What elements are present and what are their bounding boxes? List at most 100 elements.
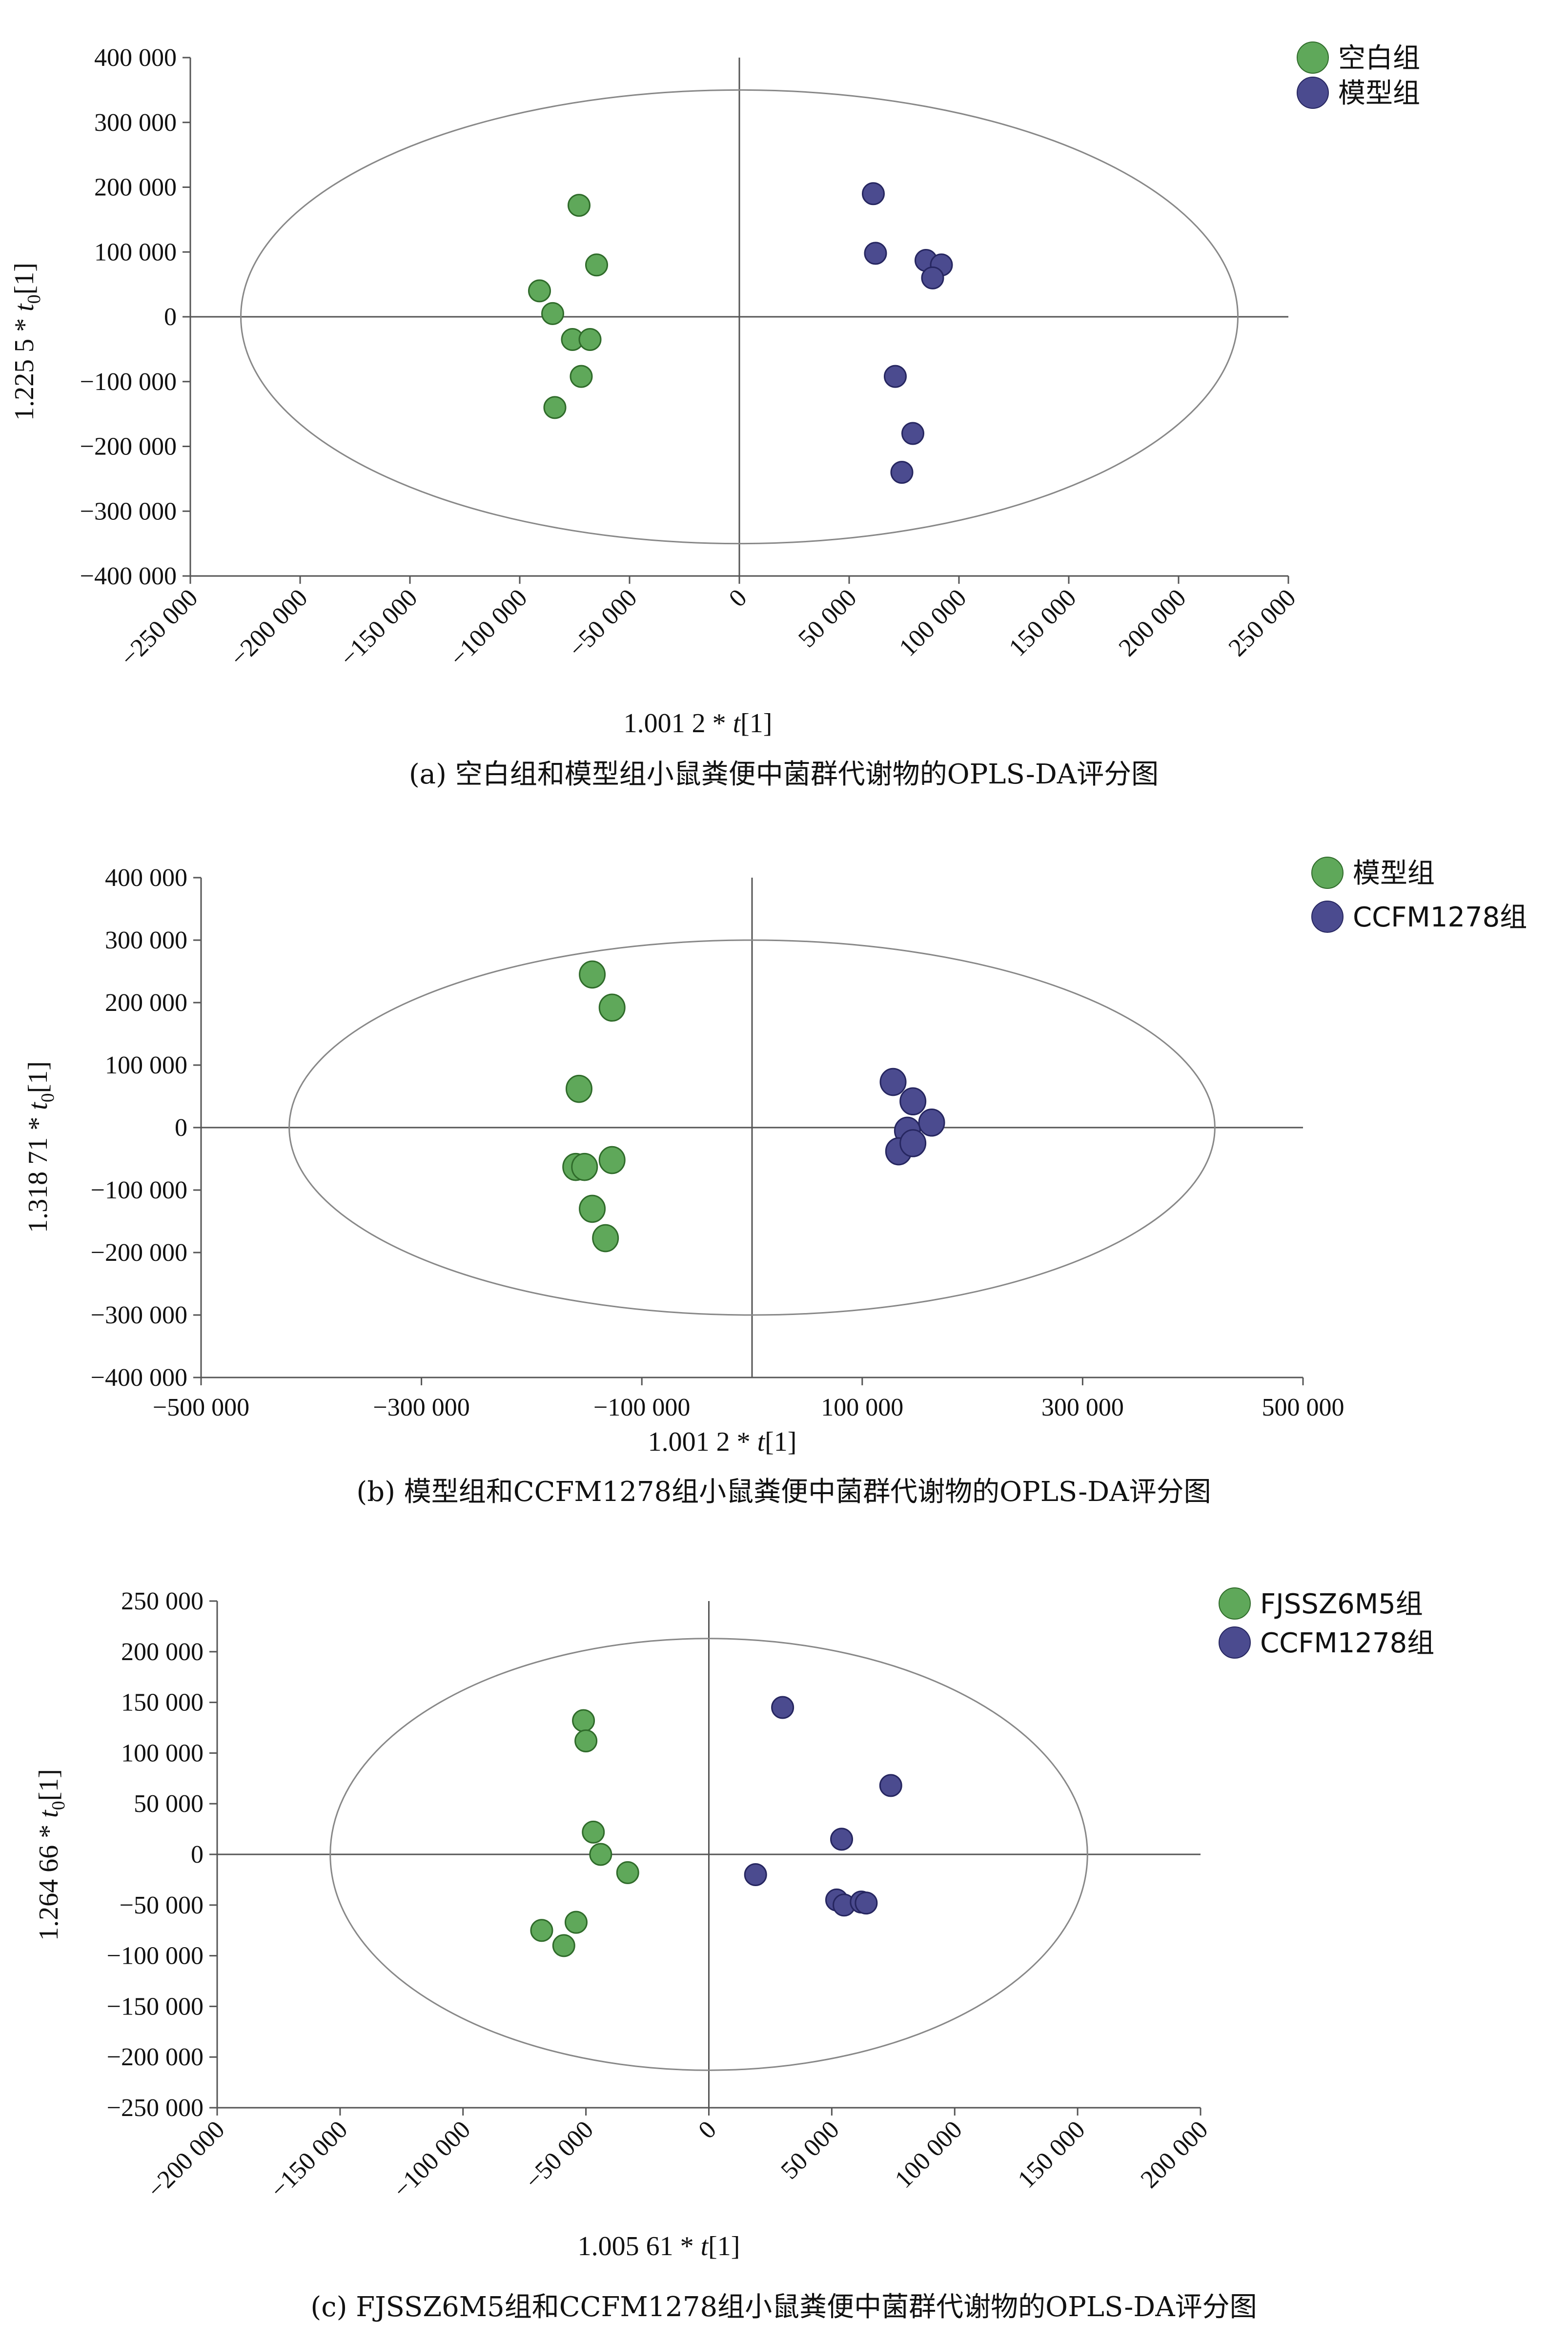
y-tick-label: −100 000 [107, 1942, 204, 1970]
x-tick-label: 200 000 [1136, 2116, 1214, 2194]
x-tick-label: −50 000 [520, 2116, 599, 2195]
data-point [585, 253, 608, 277]
x-tick-label: −300 000 [373, 1394, 469, 1421]
y-axis-label: 1.318 71 * t0[1] [23, 1061, 58, 1233]
y-tick-label: −200 000 [91, 1239, 187, 1267]
data-point [565, 1074, 592, 1103]
y-tick-label: 100 000 [105, 1051, 187, 1079]
data-point [570, 365, 593, 388]
x-tick-label: 0 [693, 2116, 722, 2144]
y-axis-label-var: t [9, 303, 40, 311]
x-tick-label: 200 000 [1114, 584, 1192, 662]
x-axis-label: 1.001 2 * t[1] [648, 1427, 797, 1457]
data-point [921, 266, 944, 289]
y-axis-label-suffix: [1] [9, 263, 40, 294]
x-tick-label: 150 000 [1013, 2116, 1091, 2194]
data-point [884, 365, 907, 388]
x-tick-label: −200 000 [225, 584, 313, 672]
data-point [864, 242, 887, 265]
data-point [899, 1087, 927, 1116]
data-point [541, 302, 564, 325]
y-tick-label: 150 000 [121, 1689, 204, 1717]
y-axis-label-var: t [34, 1809, 64, 1818]
x-tick-label: −100 000 [388, 2116, 476, 2204]
data-point [568, 194, 591, 217]
y-tick-label: 0 [175, 1114, 187, 1142]
chart-2: 400 000 300 000 200 000 100 000 0 −100 000 −20… [23, 857, 1527, 1508]
y-tick-label: −100 000 [80, 368, 177, 396]
data-point [528, 279, 551, 303]
data-point [899, 1129, 927, 1157]
x-axis-label: 1.001 2 * t[1] [624, 708, 773, 739]
y-tick-label: 0 [191, 1841, 204, 1869]
y-axis-label-sub: 0 [48, 1801, 69, 1810]
legend-marker [1219, 1587, 1251, 1620]
x-axis-label-suffix: [1] [708, 2231, 740, 2261]
data-point [574, 1729, 598, 1752]
x-tick-label: −200 000 [142, 2116, 230, 2204]
x-tick-label: 0 [724, 584, 753, 613]
y-tick-label: 200 000 [105, 989, 187, 1017]
figure-caption: (b) 模型组和CCFM1278组小鼠粪便中菌群代谢物的OPLS-DA评分图 [356, 1476, 1211, 1508]
legend-label: 模型组 [1353, 858, 1435, 889]
y-tick-label: −100 000 [91, 1176, 187, 1204]
x-tick-label: 50 000 [793, 584, 862, 653]
y-tick-label: −300 000 [80, 497, 177, 525]
x-tick-label: −100 000 [593, 1394, 690, 1421]
legend-marker [1311, 901, 1344, 933]
x-tick-label: 150 000 [1004, 584, 1082, 662]
data-point [862, 182, 885, 206]
y-tick-label: −200 000 [107, 2043, 204, 2071]
y-axis-label-suffix: [1] [34, 1769, 64, 1801]
data-point [582, 1820, 605, 1844]
y-tick-label: 0 [164, 303, 177, 331]
data-point [589, 1843, 612, 1866]
data-point [598, 1146, 626, 1174]
data-point [879, 1774, 902, 1797]
y-tick-label: 400 000 [105, 864, 187, 892]
x-tick-label: 100 000 [894, 584, 972, 662]
legend-label: 空白组 [1338, 42, 1420, 74]
y-tick-label: 300 000 [105, 926, 187, 954]
data-point [744, 1863, 767, 1887]
y-tick-label: 300 000 [94, 109, 177, 137]
data-point [616, 1861, 639, 1884]
y-tick-label: 50 000 [134, 1790, 204, 1818]
legend-marker [1311, 857, 1344, 889]
data-point [543, 396, 567, 419]
data-point [579, 1194, 606, 1223]
y-axis-label-coef: 1.318 71 * [23, 1110, 53, 1233]
x-tick-label: 50 000 [775, 2116, 844, 2184]
y-tick-label: 250 000 [121, 1587, 204, 1615]
data-point [578, 328, 602, 351]
y-axis-label-coef: 1.225 5 * [9, 311, 40, 421]
data-point [855, 1891, 878, 1915]
data-point [830, 1828, 854, 1851]
data-point [564, 1911, 588, 1934]
legend-marker [1297, 41, 1329, 74]
x-tick-label: 250 000 [1223, 584, 1302, 662]
y-tick-label: −200 000 [80, 433, 177, 461]
data-point [598, 993, 626, 1022]
x-axis-label-var: t [701, 2231, 709, 2261]
data-point [572, 1709, 595, 1732]
x-tick-label: −150 000 [265, 2116, 353, 2204]
x-axis-label-suffix: [1] [740, 708, 772, 739]
legend-marker [1219, 1626, 1251, 1659]
data-point [552, 1934, 575, 1957]
y-tick-label: −300 000 [91, 1301, 187, 1329]
y-tick-label: 400 000 [94, 44, 177, 72]
y-tick-label: 200 000 [121, 1638, 204, 1666]
x-tick-label: −50 000 [563, 584, 642, 663]
y-tick-label: −150 000 [107, 1993, 204, 2020]
y-axis-label: 1.225 5 * t0[1] [9, 263, 44, 421]
y-axis-label-sub: 0 [38, 1093, 58, 1102]
y-tick-label: 100 000 [121, 1739, 204, 1767]
x-tick-label: 300 000 [1041, 1394, 1124, 1421]
y-axis-label: 1.264 66 * t0[1] [34, 1769, 69, 1941]
legend-marker [1297, 77, 1329, 109]
x-axis-label-var: t [733, 708, 741, 739]
x-axis-label: 1.005 61 * t[1] [578, 2231, 740, 2261]
figure-caption: (c) FJSSZ6M5组和CCFM1278组小鼠粪便中菌群代谢物的OPLS-D… [310, 2291, 1257, 2323]
